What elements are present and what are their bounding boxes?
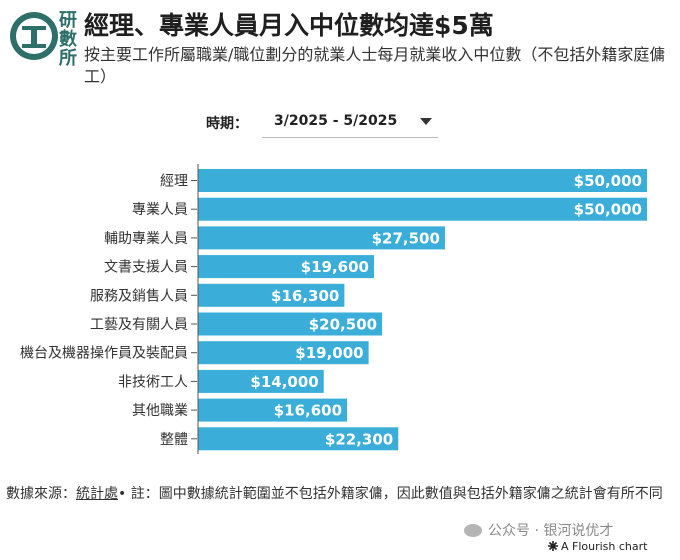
flourish-credit[interactable]: A Flourish chart (548, 540, 647, 553)
bar[interactable] (198, 197, 647, 221)
data-label: $19,000 (295, 344, 363, 362)
category-label: 工藝及有關人員 (90, 317, 188, 333)
bar[interactable] (198, 312, 383, 336)
data-label: $16,300 (271, 287, 339, 305)
logo-char-3: 所 (59, 48, 77, 68)
data-label: $22,300 (325, 430, 393, 448)
period-label: 時期： (206, 116, 248, 132)
category-label: 經理 (160, 174, 188, 190)
bar-chart: 經理 $50,000 專業人員 $50,000 輔助專業人員 $27,500 文書支援人員 $… (20, 164, 647, 454)
category-label: 服務及銷售人員 (90, 288, 188, 304)
category-label: 整體 (160, 432, 188, 448)
watermark: 公众号 · 银河说优才 (464, 520, 613, 540)
data-label: $19,600 (301, 258, 369, 276)
flourish-credit-text: A Flourish chart (561, 540, 648, 553)
source-link[interactable]: 統計處 (76, 486, 118, 502)
logo: 研 數 所 (10, 10, 77, 68)
category-label: 文書支援人員 (104, 260, 188, 276)
bar[interactable] (198, 369, 324, 393)
chart-title: 經理、專業人員月入中位數均達$5萬 (84, 11, 494, 40)
data-label: $14,000 (250, 373, 318, 391)
period-dropdown[interactable]: 3/2025 - 5/2025 (262, 104, 438, 138)
category-label: 輔助專業人員 (104, 231, 188, 247)
chart-subtitle: 按主要工作所屬職業/職位劃分的就業人士每月就業收入中位數（不包括外籍家庭傭工） (84, 45, 666, 86)
footnote: 數據來源：統計處• 註：圖中數據統計範圍並不包括外籍家傭，因此數值與包括外籍家傭… (6, 484, 666, 505)
period-selected-value: 3/2025 - 5/2025 (274, 113, 398, 129)
bar[interactable] (198, 169, 647, 192)
flourish-icon (548, 541, 558, 551)
bar[interactable] (198, 226, 445, 250)
category-label: 機台及機器操作員及裝配員 (20, 346, 188, 362)
category-label: 非技術工人 (118, 374, 188, 390)
data-label: $16,600 (274, 402, 342, 420)
source-prefix: 數據來源： (6, 486, 76, 502)
category-label: 專業人員 (132, 202, 188, 218)
data-label: $50,000 (574, 172, 642, 190)
data-label: $27,500 (372, 229, 440, 247)
logo-char-2: 數 (59, 29, 77, 50)
bar[interactable] (198, 427, 399, 451)
bar[interactable] (198, 398, 348, 422)
footnote-text: • 註：圖中數據統計範圍並不包括外籍家傭，因此數值與包括外籍家傭之統計會有所不同 (118, 486, 663, 502)
data-label: $50,000 (574, 201, 642, 219)
bar[interactable] (198, 255, 375, 279)
wechat-icon (464, 524, 482, 537)
data-label: $20,500 (309, 316, 377, 334)
chevron-down-icon (420, 118, 432, 125)
bar[interactable] (198, 283, 345, 307)
category-label: 其他職業 (132, 403, 188, 419)
watermark-text: 公众号 · 银河说优才 (488, 523, 614, 539)
logo-char-1: 研 (59, 10, 77, 31)
bar[interactable] (198, 341, 369, 365)
